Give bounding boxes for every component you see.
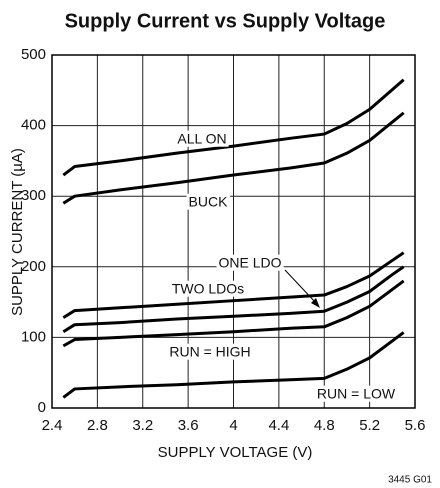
x-tick-label: 3.2 [132,417,153,434]
series-label: ALL ON [177,131,226,147]
plot-frame [51,54,416,409]
x-tick-label: 4.4 [268,417,289,434]
series-label: TWO LDOs [172,281,244,297]
y-axis-label: SUPPLY CURRENT (µA) [9,148,26,316]
label-background [216,254,284,271]
label-background [186,193,231,210]
series-label: ONE LDO [218,255,281,271]
label-background [314,385,398,402]
y-tick-label: 500 [21,46,46,63]
footnote: 3445 G01 [388,475,432,486]
annotation-arrow [284,269,317,304]
series-line [62,78,405,177]
y-tick-label: 200 [21,258,46,275]
y-tick-label: 300 [21,187,46,204]
series-line [62,265,405,334]
series-label: BUCK [189,194,229,210]
label-background [175,130,229,147]
chart-title: Supply Current vs Supply Voltage [65,10,386,32]
x-tick-label: 2.4 [42,417,63,434]
x-tick-label: 3.6 [178,417,199,434]
y-tick-label: 0 [38,399,46,416]
y-tick-label: 400 [21,117,46,134]
x-tick-label: 2.8 [87,417,108,434]
label-background [169,280,247,297]
y-tick-label: 100 [21,328,46,345]
x-tick-label: 4.8 [314,417,335,434]
series-label: RUN = LOW [317,386,396,402]
label-background [167,343,253,360]
x-axis-label: SUPPLY VOLTAGE (V) [158,444,313,461]
x-tick-label: 5.6 [405,417,426,434]
series-line [62,279,405,348]
series-line [62,111,405,205]
x-tick-label: 4 [229,417,237,434]
arrow-head [311,298,320,308]
x-tick-label: 5.2 [359,417,380,434]
series-label: RUN = HIGH [169,344,250,360]
series-line [62,251,405,319]
series-line [62,331,405,399]
